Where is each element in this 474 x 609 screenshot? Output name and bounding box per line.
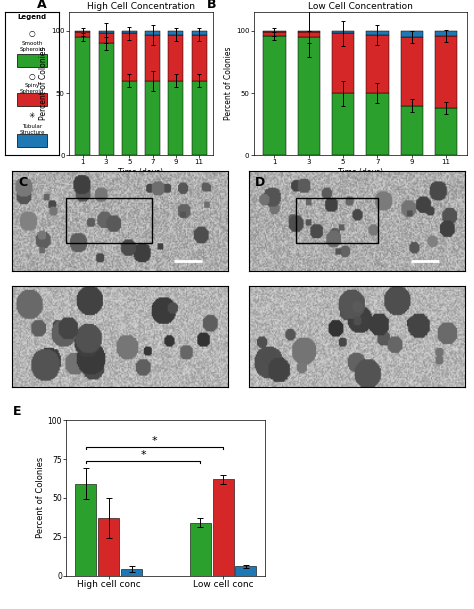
Bar — [99, 33, 114, 43]
Text: D: D — [255, 175, 265, 189]
Bar — [168, 31, 183, 35]
Bar — [191, 80, 207, 155]
Bar — [435, 36, 457, 108]
Text: ○: ○ — [29, 29, 35, 38]
Text: Smooth
Spheroid: Smooth Spheroid — [20, 41, 44, 52]
Bar — [298, 32, 320, 37]
Bar — [435, 31, 457, 36]
Text: E: E — [13, 404, 21, 418]
Bar — [191, 31, 207, 35]
Text: *: * — [140, 450, 146, 460]
Bar — [212, 479, 234, 576]
Text: B: B — [207, 0, 216, 11]
X-axis label: Time (days): Time (days) — [337, 168, 383, 177]
Bar — [332, 31, 354, 33]
Bar — [168, 35, 183, 80]
Text: C: C — [18, 175, 27, 189]
Bar — [263, 31, 286, 32]
Bar — [17, 93, 47, 106]
Bar — [145, 35, 160, 80]
Text: *: * — [152, 436, 157, 446]
Y-axis label: Percent of Colonies: Percent of Colonies — [224, 47, 233, 121]
Bar — [121, 569, 142, 576]
Bar — [122, 80, 137, 155]
Text: A: A — [37, 0, 46, 11]
Bar — [298, 37, 320, 155]
Bar — [99, 31, 114, 33]
Bar — [168, 80, 183, 155]
Bar — [332, 93, 354, 155]
Bar — [66, 198, 152, 243]
Bar — [298, 31, 320, 32]
Bar — [17, 54, 47, 66]
Bar — [98, 518, 119, 576]
Y-axis label: Percent of Colonies: Percent of Colonies — [36, 457, 45, 538]
Bar — [75, 31, 91, 32]
Bar — [99, 43, 114, 155]
Bar — [17, 134, 47, 147]
Title: High Cell Concentration: High Cell Concentration — [87, 2, 195, 12]
Bar — [75, 37, 91, 155]
Bar — [332, 33, 354, 93]
Bar — [263, 32, 286, 36]
Text: Spiny
Spheroid: Spiny Spheroid — [20, 83, 44, 94]
Text: ✳: ✳ — [29, 111, 35, 120]
Bar — [401, 37, 423, 105]
Bar — [122, 33, 137, 80]
X-axis label: Time (days): Time (days) — [118, 168, 164, 177]
Bar — [401, 105, 423, 155]
Y-axis label: Percent of Colonies: Percent of Colonies — [39, 47, 48, 121]
Text: Legend: Legend — [18, 13, 46, 19]
Bar — [435, 108, 457, 155]
Text: ○: ○ — [29, 72, 35, 80]
Bar — [366, 31, 389, 35]
Text: Tubular
Structure: Tubular Structure — [19, 124, 45, 135]
Title: Low Cell Concentration: Low Cell Concentration — [308, 2, 413, 12]
Bar — [296, 198, 378, 243]
Bar — [145, 31, 160, 35]
Bar — [263, 36, 286, 155]
Bar — [75, 484, 96, 576]
Bar — [366, 35, 389, 93]
Bar — [191, 35, 207, 80]
Bar — [75, 32, 91, 37]
Bar — [122, 31, 137, 33]
Bar — [236, 566, 256, 576]
Bar — [145, 80, 160, 155]
Bar — [401, 31, 423, 37]
Bar — [366, 93, 389, 155]
Bar — [190, 523, 210, 576]
